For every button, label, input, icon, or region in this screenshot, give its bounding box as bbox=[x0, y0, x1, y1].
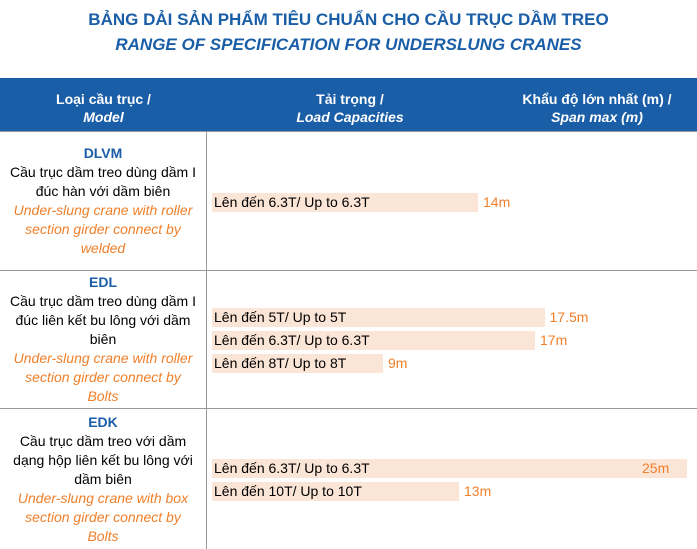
model-name: EDK bbox=[88, 413, 118, 430]
span-bar bbox=[212, 331, 535, 350]
capacity: Lên đến 6.3T/ Up to 6.3T bbox=[214, 460, 370, 476]
table-row: EDL Cầu trục dầm treo dùng dầm I đúc liên… bbox=[0, 270, 697, 408]
description-en: Under-slung crane with roller section gi… bbox=[13, 202, 193, 256]
description: Cầu trục dầm treo với dầm dạng hộp liên … bbox=[13, 432, 193, 487]
table-row: EDK Cầu trục dầm treo với dầm dạng hộp li… bbox=[0, 408, 697, 549]
table-row: DLVM Cầu trục dầm treo dùng dầm I đúc hàn… bbox=[0, 131, 697, 270]
span-label: 17m bbox=[540, 332, 568, 348]
capacity: Lên đến 6.3T/ Up to 6.3T bbox=[214, 193, 370, 210]
span-bar bbox=[212, 308, 545, 327]
header-cell: Loại cầu trục / Model bbox=[0, 90, 207, 126]
model-cell: DLVM Cầu trục dầm treo dùng dầm I đúc hàn… bbox=[0, 132, 207, 270]
title-en: RANGE OF SPECIFICATION FOR UNDERSLUNG CR… bbox=[115, 35, 582, 54]
model-name: EDL bbox=[89, 274, 117, 290]
span-label: 25m bbox=[642, 460, 670, 476]
spec-cell: Lên đến 6.3T/ Up to 6.3T 25m Lên đến 10T/ … bbox=[207, 411, 697, 549]
model-cell: EDL Cầu trục dầm treo dùng dầm I đúc liên… bbox=[0, 271, 207, 408]
table-header: Loại cầu trục / Model Tải trọng / Load Cap… bbox=[0, 78, 697, 131]
title-vi: BẢNG DẢI SẢN PHẨM TIÊU CHUẨN CHO CẦU TRỤ… bbox=[88, 10, 609, 29]
spec-row: Lên đến 10T/ Up to 10T 13m bbox=[207, 482, 697, 501]
header-en: Load Capacities bbox=[296, 109, 404, 125]
span-bar bbox=[212, 459, 687, 478]
header-vi: Loại cầu trục / bbox=[56, 91, 151, 107]
span-bar bbox=[212, 192, 478, 212]
span-label: 9m bbox=[388, 355, 408, 371]
capacity: Lên đến 10T/ Up to 10T bbox=[214, 483, 362, 499]
capacity: Lên đến 5T/ Up to 5T bbox=[214, 309, 347, 325]
span-label: 13m bbox=[464, 483, 492, 499]
spec-row: Lên đến 8T/ Up to 8T 9m bbox=[207, 354, 697, 373]
header-en: Model bbox=[83, 109, 124, 125]
model-name: DLVM bbox=[83, 145, 123, 161]
spec-row: Lên đến 6.3T/ Up to 6.3T 14m bbox=[207, 192, 697, 212]
header-cell: Tải trọng / Load Capacities bbox=[250, 90, 450, 126]
span-label: 14m bbox=[483, 193, 511, 210]
description-en: Under-slung crane with roller section gi… bbox=[13, 350, 193, 404]
spec-row: Lên đến 6.3T/ Up to 6.3T 25m bbox=[207, 459, 697, 478]
header-vi: Tải trọng / bbox=[316, 91, 384, 107]
header-en: Span max (m) bbox=[551, 109, 643, 125]
spec-cell: Lên đến 5T/ Up to 5T 17.5m Lên đến 6.3T/ U… bbox=[207, 273, 697, 408]
span-label: 17.5m bbox=[549, 309, 589, 325]
span-bar bbox=[212, 482, 459, 501]
span-bar bbox=[212, 354, 383, 373]
header-cell: Khẩu độ lớn nhất (m) / Span max (m) bbox=[497, 90, 697, 126]
spec-cell: Lên đến 6.3T/ Up to 6.3T 14m bbox=[207, 134, 697, 270]
capacity: Lên đến 6.3T/ Up to 6.3T bbox=[214, 332, 370, 348]
header-vi: Khẩu độ lớn nhất (m) / bbox=[522, 91, 672, 107]
description: Cầu trục dầm treo dùng dầm I đúc hàn với… bbox=[10, 164, 196, 199]
description-en: Under-slung crane with box section girde… bbox=[17, 489, 189, 544]
spec-row: Lên đến 6.3T/ Up to 6.3T 17m bbox=[207, 331, 697, 350]
model-cell: EDK Cầu trục dầm treo với dầm dạng hộp li… bbox=[0, 409, 207, 549]
capacity: Lên đến 8T/ Up to 8T bbox=[214, 355, 347, 371]
spec-row: Lên đến 5T/ Up to 5T 17.5m bbox=[207, 308, 697, 327]
description: Cầu trục dầm treo dùng dầm I đúc liên kế… bbox=[10, 293, 196, 347]
